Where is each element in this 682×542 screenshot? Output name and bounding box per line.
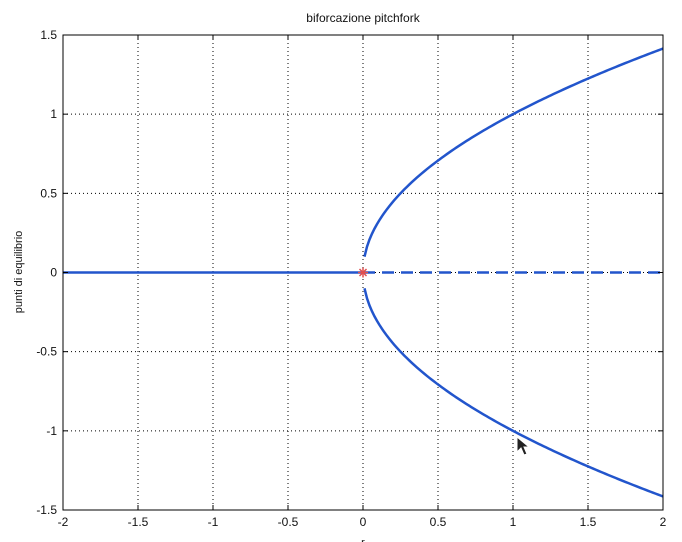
mouse-cursor-icon [516, 435, 531, 456]
plot-lines [63, 47, 664, 498]
x-tick-label: 0 [360, 515, 367, 529]
bifurcation-point-marker [358, 267, 368, 278]
y-tick-label: -1 [46, 424, 57, 438]
x-tick-label: -1.5 [128, 515, 149, 529]
x-tick-label: -2 [58, 515, 69, 529]
x-tick-label: -0.5 [278, 515, 299, 529]
x-tick-label: 2 [660, 515, 667, 529]
y-tick-label: -1.5 [36, 503, 57, 517]
y-axis-ticks: -1.5 -1 -0.5 0 0.5 1 1.5 [36, 28, 663, 517]
y-tick-label: 1.5 [40, 28, 57, 42]
y-tick-label: -0.5 [36, 345, 57, 359]
series-line-3 [363, 47, 664, 257]
x-axis-label: r [361, 537, 365, 542]
x-tick-label: 1 [510, 515, 517, 529]
y-tick-label: 1 [50, 107, 57, 121]
chart-title: biforcazione pitchfork [306, 11, 420, 25]
series-line-4 [363, 288, 664, 498]
x-tick-label: 0.5 [430, 515, 447, 529]
y-tick-label: 0 [50, 266, 57, 280]
x-tick-label: -1 [208, 515, 219, 529]
y-axis-label: punti di equilibrio [13, 231, 25, 314]
x-axis-ticks: -2 -1.5 -1 -0.5 0 0.5 1 1.5 2 [58, 35, 667, 529]
y-tick-label: 0.5 [40, 186, 57, 200]
x-tick-label: 1.5 [580, 515, 597, 529]
